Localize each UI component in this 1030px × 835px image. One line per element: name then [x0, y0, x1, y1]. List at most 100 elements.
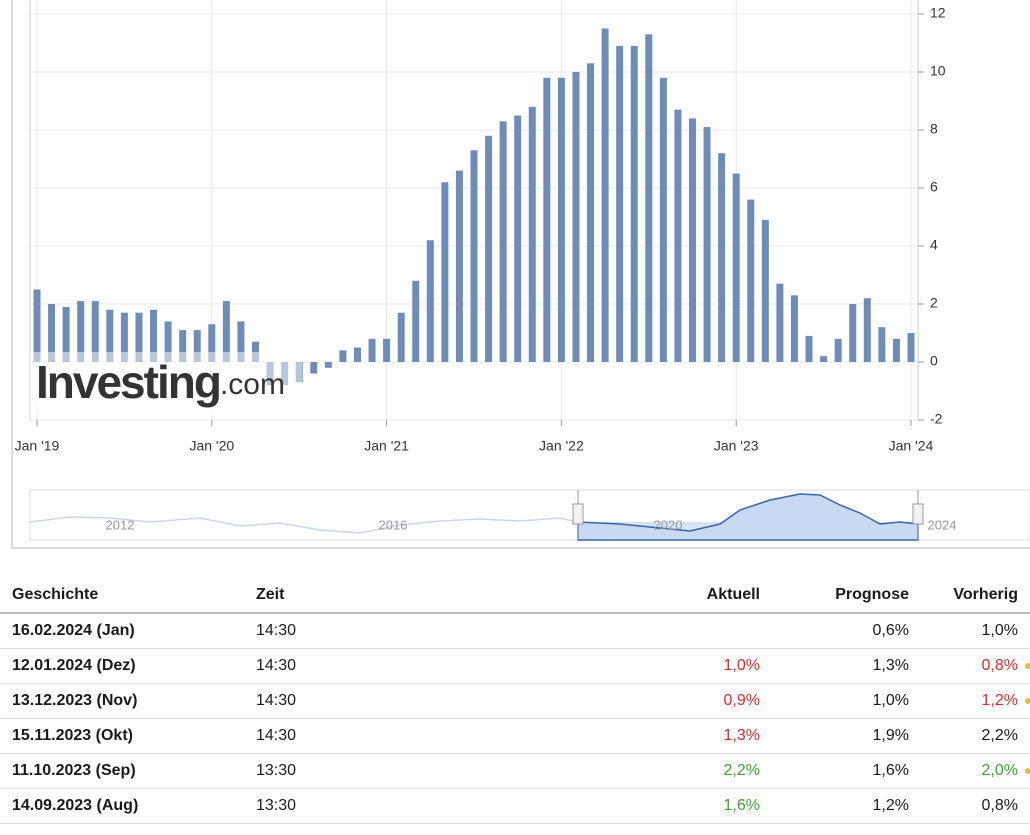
y-tick-label: 6: [930, 179, 938, 195]
history-table: Geschichte Zeit Aktuell Prognose Vorheri…: [0, 578, 1030, 824]
bar: [587, 63, 595, 363]
chart: -2 0 2 4 6 8 10 12 Jan '19 Jan '20 Jan '21 Jan '22 J…: [11, 0, 1030, 549]
forecast: 1,6%: [772, 753, 921, 789]
bar: [33, 289, 41, 362]
release-date: 15.11.2023 (Okt): [0, 718, 244, 754]
bar: [543, 77, 551, 363]
x-tick-label: Jan '20: [189, 438, 234, 454]
previous-cell: 0,8%: [921, 648, 1030, 684]
bar: [645, 34, 653, 363]
row: 16.02.2024 (Jan) 14:30 0,6% 1,0%: [0, 613, 1030, 649]
logo-suffix: .com: [220, 368, 285, 401]
bar: [718, 153, 726, 362]
watermark-veil: [30, 352, 302, 414]
bar: [252, 341, 259, 362]
logo-main: Investing: [36, 356, 220, 408]
release-date: 13.12.2023 (Nov): [0, 683, 244, 719]
bar: [397, 312, 405, 362]
bar: [310, 362, 318, 374]
previous: 1,0%: [981, 622, 1018, 639]
navigator-handle[interactable]: [572, 503, 584, 525]
bar: [208, 324, 216, 362]
bar: [689, 118, 696, 363]
bar: [878, 327, 886, 362]
logo: Investing.com: [36, 356, 285, 408]
navigator-label: 2016: [379, 517, 408, 532]
actual: 1,3%: [568, 718, 772, 754]
forecast: 1,9%: [772, 718, 921, 754]
bar: [48, 304, 56, 362]
previous: 0,8%: [981, 657, 1018, 674]
y-tick-label: 10: [930, 63, 946, 79]
navigator-label: 2024: [928, 517, 957, 532]
bar: [353, 347, 361, 362]
x-tick-label: Jan '19: [15, 438, 60, 454]
bar: [659, 77, 667, 363]
bar: [761, 219, 769, 362]
release-time: 13:30: [244, 753, 568, 789]
navigator-line: [29, 516, 579, 534]
bar: [557, 77, 565, 363]
bar: [528, 106, 536, 362]
bar: [630, 45, 638, 363]
actual: 1,6%: [568, 788, 772, 824]
forecast: 1,3%: [772, 648, 921, 684]
bar: [324, 362, 332, 368]
bar: [426, 240, 434, 362]
navigator-label: 2012: [106, 517, 135, 532]
navigator-handle[interactable]: [912, 503, 924, 525]
bar: [62, 306, 70, 362]
revision-dot: [1025, 663, 1030, 669]
bar: [892, 338, 900, 362]
bar: [150, 309, 158, 362]
bar: [412, 280, 420, 362]
x-tick-label: Jan '24: [889, 438, 934, 454]
actual: [568, 613, 772, 649]
bar: [237, 321, 245, 362]
previous: 0,8%: [981, 797, 1018, 814]
bar: [820, 356, 828, 362]
bar: [849, 304, 857, 362]
bar: [834, 338, 842, 362]
header: Vorherig: [921, 578, 1030, 614]
navigator: [29, 489, 1030, 541]
bar: [514, 115, 522, 362]
y-tick-label: 2: [930, 295, 938, 311]
previous-cell: 0,8%: [921, 788, 1030, 824]
previous: 2,0%: [981, 762, 1018, 779]
bar: [383, 338, 391, 362]
release-time: 14:30: [244, 648, 568, 684]
release-date: 14.09.2023 (Aug): [0, 788, 244, 824]
bar: [499, 121, 507, 362]
y-tick-label: -2: [930, 411, 943, 427]
actual: 1,0%: [568, 648, 772, 684]
bar: [193, 330, 201, 362]
previous-cell: 1,2%: [921, 683, 1030, 719]
bar: [747, 199, 755, 362]
bar: [485, 135, 493, 362]
bar: [790, 295, 798, 362]
bar: [907, 333, 915, 362]
bar: [179, 330, 187, 362]
x-tick-label: Jan '21: [364, 438, 409, 454]
header: Aktuell: [568, 578, 772, 614]
y-tick-label: 12: [930, 5, 946, 21]
bar: [441, 182, 449, 362]
release-time: 14:30: [244, 683, 568, 719]
navigator-label: 2020: [654, 517, 683, 532]
bar: [77, 301, 85, 362]
previous-cell: 2,0%: [921, 753, 1030, 789]
bar: [674, 109, 682, 362]
revision-dot: [1025, 768, 1030, 774]
bar: [368, 338, 376, 362]
bar: [601, 28, 609, 362]
header: Geschichte: [0, 578, 244, 614]
bar: [732, 173, 740, 362]
row: 14.09.2023 (Aug) 13:30 1,6% 1,2% 0,8%: [0, 788, 1030, 824]
bar: [120, 312, 128, 362]
previous: 1,2%: [981, 692, 1018, 709]
previous-cell: 1,0%: [921, 613, 1030, 649]
x-tick-label: Jan '23: [714, 438, 759, 454]
bar: [470, 150, 478, 362]
bar: [164, 321, 172, 362]
